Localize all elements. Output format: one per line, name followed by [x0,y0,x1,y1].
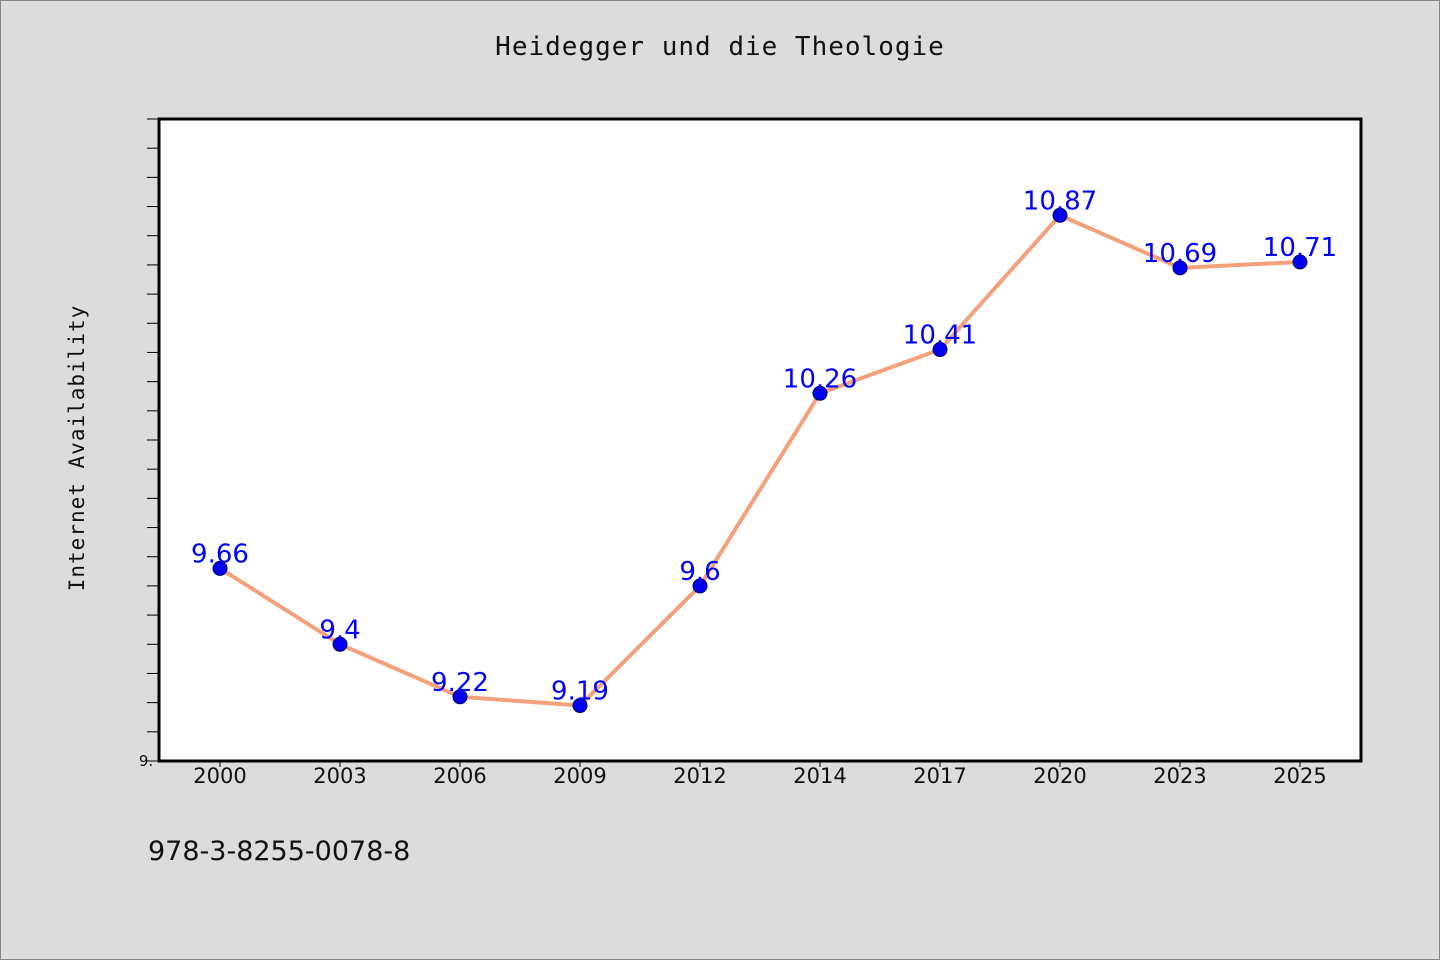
x-tick-label: 2006 [433,764,486,788]
x-tick-label: 2012 [673,764,726,788]
x-tick-label: 2017 [913,764,966,788]
y-axis-ticks: 9. [139,118,159,770]
x-tick-label: 2020 [1033,764,1086,788]
data-label: 9.66 [191,539,249,569]
data-label: 10.87 [1023,186,1097,216]
x-tick-label: 2003 [313,764,366,788]
data-label: 9.19 [551,677,609,707]
data-point [212,560,228,576]
series-line-group [218,213,1302,708]
y-tick-label: 9. [139,752,153,770]
data-point [692,578,708,594]
x-tick-label: 2009 [553,764,606,788]
data-point [932,342,948,358]
data-label: 10.41 [903,321,977,351]
data-point [1292,254,1308,270]
data-point [572,698,588,714]
data-point [812,385,828,401]
series-line [218,213,1302,708]
data-label: 9.6 [679,557,720,587]
plot-area [157,117,1363,763]
x-axis-ticks: 2000 2003 2006 2009 2012 2014 2017 2020 2023 2025 [193,761,1327,788]
data-label: 10.26 [783,364,857,394]
data-point [1052,207,1068,223]
x-tick-label: 2014 [793,764,846,788]
footer-isbn: 978-3-8255-0078-8 [148,836,411,867]
data-point [1172,260,1188,276]
x-tick-label: 2000 [193,764,246,788]
data-label: 10.71 [1263,233,1337,263]
data-label: 9.4 [319,615,360,645]
x-tick-label: 2023 [1153,764,1206,788]
data-point [452,689,468,705]
data-markers [212,207,1308,714]
data-label: 10.69 [1143,239,1217,269]
data-label: 9.22 [431,668,489,698]
chart-title: Heidegger und die Theologie [495,32,945,62]
data-labels: 9.66 9.4 9.22 9.19 9.6 10.26 10.41 10.87 10.69 10… [191,186,1337,706]
data-point [332,636,348,652]
x-tick-label: 2025 [1273,764,1326,788]
